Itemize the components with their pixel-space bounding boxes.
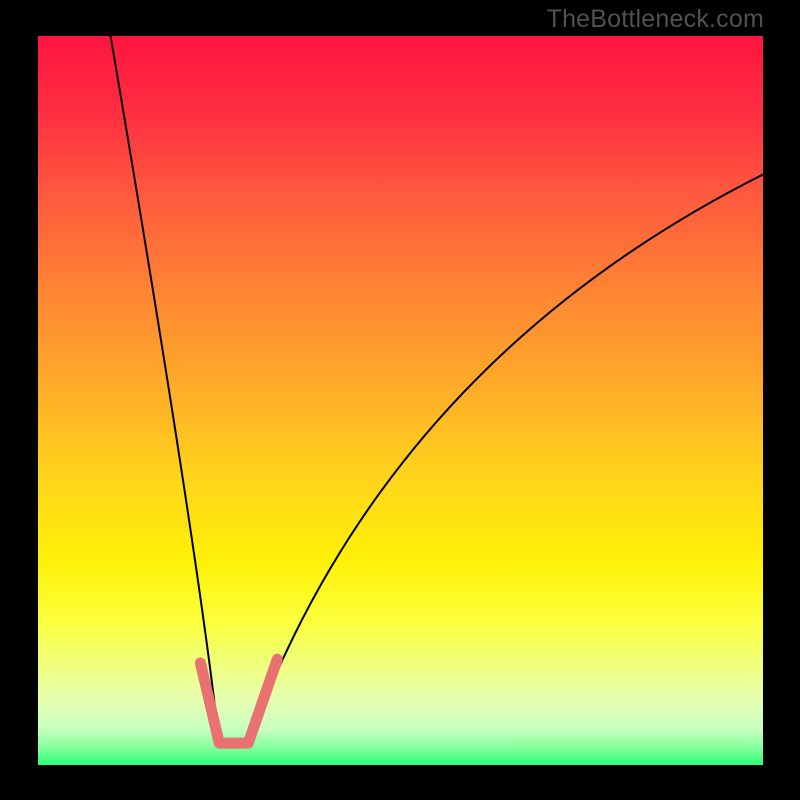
plot-background bbox=[38, 36, 763, 765]
chart-canvas bbox=[0, 0, 800, 800]
watermark-text: TheBottleneck.com bbox=[547, 5, 764, 34]
